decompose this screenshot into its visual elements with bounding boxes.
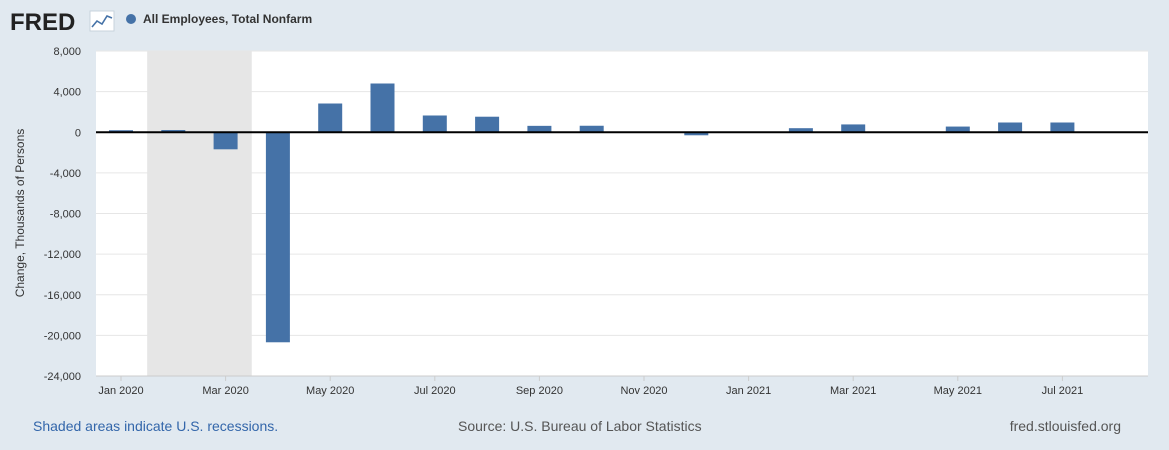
line-chart-icon — [89, 10, 115, 32]
bars — [109, 83, 1075, 343]
x-tick-label: May 2020 — [306, 385, 354, 397]
y-axis-title: Change, Thousands of Persons — [13, 129, 27, 298]
y-tick-label: 8,000 — [53, 46, 81, 58]
bar[interactable] — [265, 132, 290, 343]
y-axis: 8,000 4,000 0 -4,000 -8,000 -12,000 -16,000 -20… — [44, 46, 81, 383]
y-tick-label: -8,000 — [50, 209, 81, 221]
y-tick-label: -16,000 — [44, 290, 81, 302]
y-tick-label: 0 — [75, 127, 81, 139]
recession-note[interactable]: Shaded areas indicate U.S. recessions. — [33, 418, 279, 434]
x-tick-label: Jan 2021 — [726, 385, 771, 397]
fred-logo-text: FRED — [10, 9, 75, 36]
legend-marker — [126, 14, 136, 24]
x-tick-label: Nov 2020 — [620, 385, 667, 397]
y-tick-label: -24,000 — [44, 371, 81, 383]
bar[interactable] — [318, 103, 343, 133]
y-tick-label: -4,000 — [50, 168, 81, 180]
y-tick-label: 4,000 — [53, 87, 81, 99]
fred-logo[interactable]: FRED — [10, 9, 115, 36]
bar[interactable] — [213, 132, 238, 150]
bar[interactable] — [475, 116, 500, 133]
bar[interactable] — [788, 128, 813, 133]
x-tick-label: Jul 2021 — [1042, 385, 1084, 397]
legend-label[interactable]: All Employees, Total Nonfarm — [143, 12, 312, 26]
bar[interactable] — [370, 83, 395, 133]
bar[interactable] — [161, 130, 186, 133]
bar[interactable] — [422, 115, 447, 133]
site-link[interactable]: fred.stlouisfed.org — [1009, 418, 1121, 434]
bar[interactable] — [841, 124, 866, 133]
x-axis: Jan 2020 Mar 2020 May 2020 Jul 2020 Sep 2020… — [96, 375, 1148, 397]
bar[interactable] — [527, 125, 552, 133]
y-tick-label: -20,000 — [44, 330, 81, 342]
x-tick-label: Jul 2020 — [414, 385, 456, 397]
x-tick-label: Mar 2020 — [202, 385, 248, 397]
bar[interactable] — [1050, 122, 1075, 133]
x-tick-label: Jan 2020 — [98, 385, 143, 397]
x-tick-label: May 2021 — [934, 385, 982, 397]
y-tick-label: -12,000 — [44, 249, 81, 261]
bar[interactable] — [945, 126, 970, 133]
bar[interactable] — [579, 125, 604, 133]
x-tick-label: Sep 2020 — [516, 385, 563, 397]
bar[interactable] — [998, 122, 1023, 133]
x-tick-label: Mar 2021 — [830, 385, 876, 397]
source-text: Source: U.S. Bureau of Labor Statistics — [458, 418, 702, 434]
bar[interactable] — [109, 130, 133, 133]
bar[interactable] — [684, 132, 709, 136]
